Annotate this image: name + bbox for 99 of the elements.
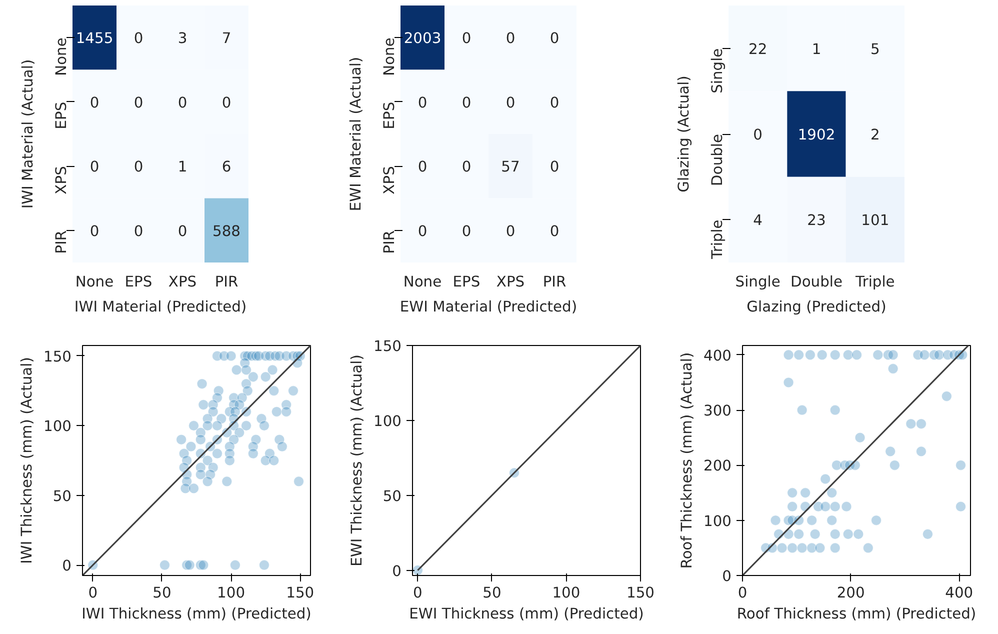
data-label: 0 [134, 222, 144, 240]
data-label: 2003 [404, 30, 442, 48]
x-tick-label: 100 [552, 584, 580, 602]
y-tick-label: XPS [53, 166, 70, 194]
data-label: 0 [550, 222, 560, 240]
y-tick-label: 100 [704, 512, 732, 530]
data-label: 7 [222, 30, 232, 48]
x-tick-label: 100 [217, 584, 246, 602]
y-axis-title: EWI Thickness (mm) (Actual) [348, 354, 366, 566]
x-tick-label: Double [790, 274, 842, 290]
y-tick-label: PIR [53, 230, 70, 254]
x-axis-title: Roof Thickness (mm) (Predicted) [736, 606, 976, 622]
data-label: 0 [462, 222, 472, 240]
x-tick-label: None [403, 274, 442, 290]
y-tick-label: 50 [382, 488, 402, 505]
x-tick-label: 0 [738, 584, 748, 602]
y-axis-title: Glazing (Actual) [676, 76, 692, 192]
data-label: 0 [550, 94, 560, 112]
x-tick-label: Triple [854, 274, 895, 290]
data-label: 1455 [76, 30, 114, 48]
data-label: 0 [90, 222, 100, 240]
data-label: 0 [462, 30, 472, 48]
y-axis-title: IWI Material (Actual) [20, 59, 36, 209]
data-label: 5 [870, 40, 880, 58]
y-tick-label: 0 [62, 558, 72, 575]
x-tick-label: PIR [542, 274, 566, 290]
x-tick-label: 200 [836, 584, 865, 602]
data-label: 0 [418, 222, 428, 240]
x-axis-title: EWI Thickness (mm) (Predicted) [409, 606, 644, 622]
x-tick-label: XPS [168, 274, 197, 290]
data-label: 57 [501, 158, 520, 176]
data-label: 0 [134, 94, 144, 112]
data-label: 0 [134, 30, 144, 48]
y-tick-label: 0 [722, 568, 732, 585]
data-label: 22 [748, 40, 768, 58]
data-label: 0 [506, 222, 516, 240]
x-tick-label: PIR [214, 274, 238, 290]
data-label: 0 [506, 94, 516, 112]
x-tick-label: 150 [626, 584, 654, 602]
x-tick-label: 50 [482, 584, 502, 602]
data-label: 0 [418, 158, 428, 176]
x-axis-title: IWI Thickness (mm) (Predicted) [82, 606, 312, 622]
y-axis-title: Roof Thickness (mm) (Actual) [678, 352, 696, 569]
y-tick-label: XPS [381, 166, 398, 194]
data-label: 0 [90, 94, 100, 112]
data-label: 6 [222, 158, 232, 176]
data-label: 0 [418, 94, 428, 112]
y-tick-label: Triple [709, 220, 726, 260]
y-tick-label: EPS [381, 102, 398, 130]
data-label: 1 [178, 158, 188, 176]
data-label: 0 [506, 30, 516, 48]
x-tick-label: EPS [124, 274, 152, 290]
data-label: 1902 [798, 126, 836, 144]
x-tick-label: Single [735, 274, 780, 290]
data-label: 0 [178, 94, 188, 112]
x-tick-label: XPS [496, 274, 525, 290]
data-label: 3 [178, 30, 188, 48]
y-tick-label: None [53, 38, 70, 76]
data-label: 0 [462, 158, 472, 176]
x-axis-title: Glazing (Predicted) [746, 298, 886, 316]
data-label: 0 [550, 158, 560, 176]
data-label: 588 [212, 222, 240, 240]
data-label: 4 [753, 212, 762, 230]
y-tick-label: EPS [53, 102, 70, 130]
y-tick-label: 200 [704, 458, 732, 475]
y-tick-label: 50 [52, 488, 72, 505]
data-label: 0 [90, 158, 100, 176]
data-label: 1 [812, 40, 822, 58]
x-tick-label: 0 [413, 584, 422, 602]
x-tick-label: 150 [286, 584, 314, 602]
y-tick-label: PIR [381, 230, 398, 254]
data-label: 0 [222, 94, 232, 112]
data-label: 0 [134, 158, 144, 176]
data-label: 23 [807, 212, 826, 230]
x-tick-label: 400 [945, 584, 974, 602]
x-tick-label: 0 [88, 584, 98, 602]
x-tick-label: 50 [152, 584, 172, 602]
y-axis-title: IWI Thickness (mm) (Actual) [18, 357, 36, 564]
y-tick-label: Single [709, 48, 726, 94]
data-label: 0 [462, 94, 472, 112]
data-label: 0 [550, 30, 560, 48]
data-label: 2 [870, 126, 880, 144]
x-tick-label: None [75, 274, 114, 290]
y-tick-label: 300 [704, 402, 732, 420]
data-label: 0 [753, 126, 762, 144]
y-tick-label: None [381, 38, 398, 76]
y-tick-label: 150 [44, 348, 72, 366]
y-tick-label: 150 [374, 338, 402, 355]
y-tick-label: Double [709, 134, 726, 186]
x-axis-title: EWI Material (Predicted) [400, 298, 578, 316]
y-tick-label: 400 [704, 347, 732, 364]
y-tick-label: 0 [392, 562, 402, 580]
data-label: 0 [178, 222, 188, 240]
data-label: 101 [861, 212, 890, 230]
x-axis-title: IWI Material (Predicted) [74, 298, 247, 316]
y-tick-label: 100 [44, 418, 72, 436]
y-axis-title: EWI Material (Actual) [348, 56, 364, 212]
x-tick-label: EPS [452, 274, 480, 290]
y-tick-label: 100 [374, 412, 402, 430]
